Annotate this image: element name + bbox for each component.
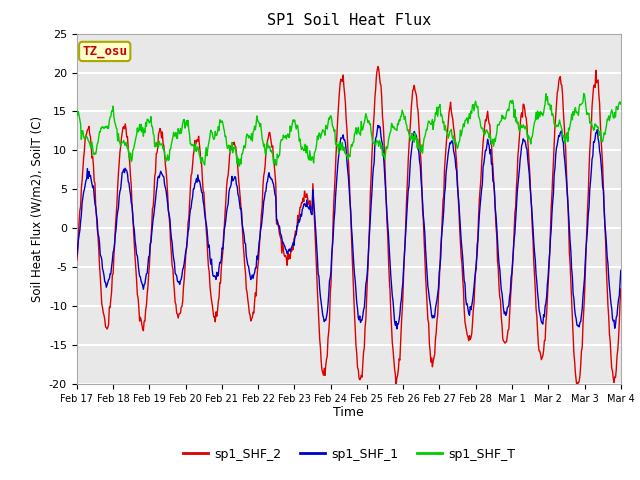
sp1_SHF_2	[374, 64, 382, 70]
sp1_SHF_2	[431, 336, 439, 342]
sp1_SHF_T	[431, 110, 439, 116]
sp1_SHF_1	[417, 163, 424, 168]
sp1_SHF_T	[223, 141, 230, 146]
sp1_SHF_1	[374, 122, 382, 128]
sp1_SHF_T	[416, 145, 424, 151]
sp1_SHF_1	[194, 172, 202, 178]
sp1_SHF_2	[223, 183, 230, 189]
Text: TZ_osu: TZ_osu	[82, 45, 127, 58]
sp1_SHF_1	[223, 209, 230, 215]
Line: sp1_SHF_1: sp1_SHF_1	[77, 125, 621, 329]
sp1_SHF_2	[194, 138, 202, 144]
X-axis label: Time: Time	[333, 407, 364, 420]
sp1_SHF_T	[194, 144, 202, 150]
sp1_SHF_2	[73, 257, 81, 263]
sp1_SHF_2	[139, 326, 147, 332]
sp1_SHF_1	[393, 326, 401, 332]
sp1_SHF_T	[73, 107, 81, 113]
sp1_SHF_2	[416, 134, 424, 140]
sp1_SHF_T	[617, 101, 625, 107]
sp1_SHF_1	[73, 252, 81, 258]
sp1_SHF_2	[573, 383, 580, 389]
Title: SP1 Soil Heat Flux: SP1 Soil Heat Flux	[267, 13, 431, 28]
sp1_SHF_T	[83, 133, 90, 139]
sp1_SHF_2	[617, 286, 625, 292]
sp1_SHF_1	[83, 176, 90, 182]
sp1_SHF_1	[617, 267, 625, 273]
Legend: sp1_SHF_2, sp1_SHF_1, sp1_SHF_T: sp1_SHF_2, sp1_SHF_1, sp1_SHF_T	[177, 443, 520, 466]
sp1_SHF_1	[139, 282, 147, 288]
Line: sp1_SHF_2: sp1_SHF_2	[77, 67, 621, 386]
Line: sp1_SHF_T: sp1_SHF_T	[77, 94, 621, 166]
sp1_SHF_1	[433, 301, 440, 307]
Y-axis label: Soil Heat Flux (W/m2), SoilT (C): Soil Heat Flux (W/m2), SoilT (C)	[30, 116, 44, 302]
sp1_SHF_T	[580, 91, 588, 96]
sp1_SHF_T	[236, 163, 243, 169]
sp1_SHF_T	[139, 125, 147, 131]
sp1_SHF_2	[83, 131, 90, 136]
